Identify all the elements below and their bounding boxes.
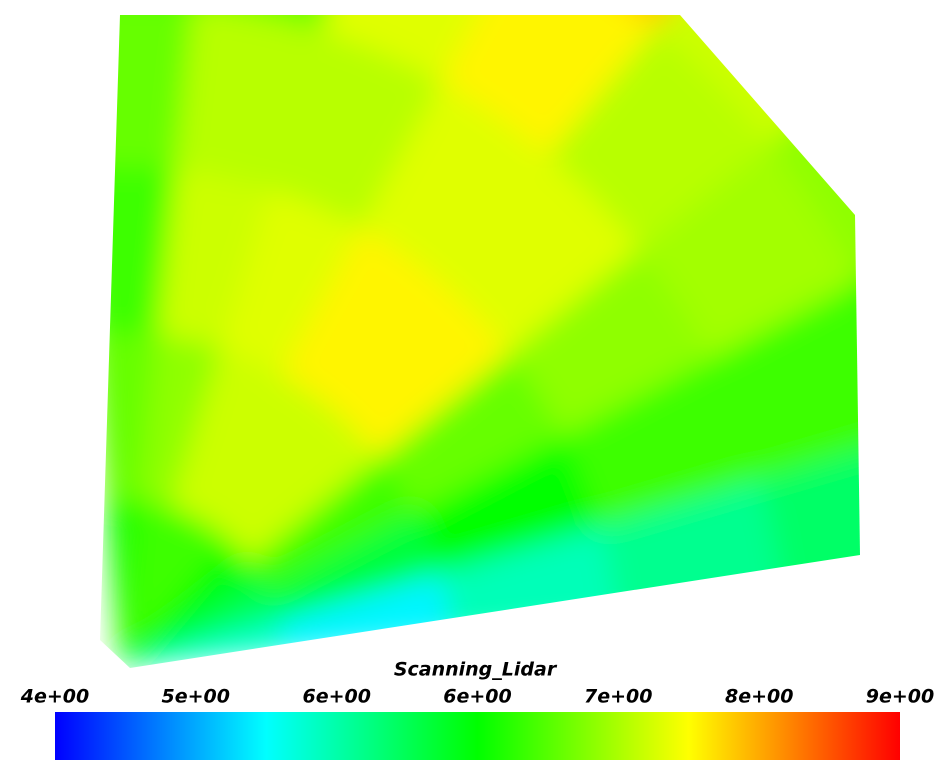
colorbar-tick-label: 5e+00	[162, 686, 230, 708]
colorbar-title: Scanning_Lidar	[394, 659, 558, 681]
colorbar-tick-label: 7e+00	[584, 686, 652, 708]
field-cell	[857, 201, 860, 434]
colorbar-tick-label: 9e+00	[866, 686, 934, 708]
field-cell	[191, 15, 372, 31]
colorbar-tick-label: 6e+00	[443, 686, 511, 708]
field-cell	[319, 15, 523, 82]
field-cell	[920, 385, 950, 592]
field-cell	[100, 15, 194, 170]
field-cell	[100, 164, 176, 335]
field-cells	[47, 0, 950, 666]
colorbar-tick-label: 8e+00	[725, 686, 793, 708]
field	[47, 0, 950, 666]
field-cell	[439, 15, 658, 156]
field-cell	[47, 0, 210, 2]
colorbar-tick-label: 4e+00	[20, 686, 89, 708]
colorbar-tick-label: 6e+00	[302, 686, 370, 708]
colorbar	[55, 712, 900, 760]
